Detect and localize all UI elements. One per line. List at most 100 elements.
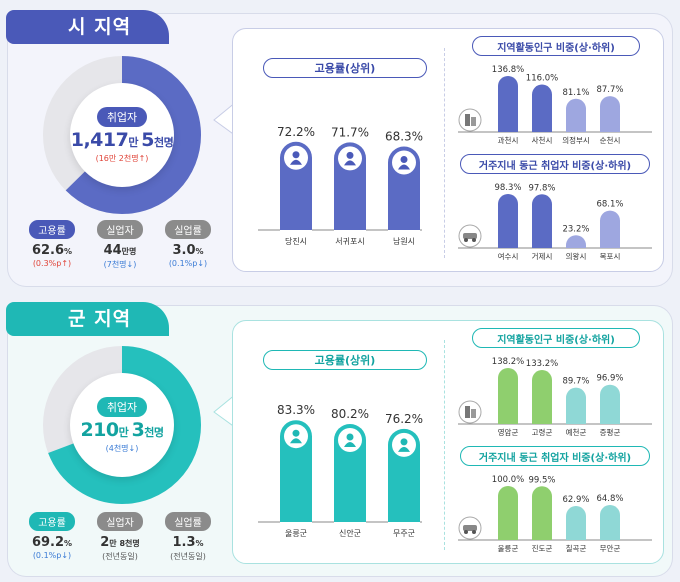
si-commute-title: 거주지내 동근 취업자 비중(상·하위) <box>460 154 650 174</box>
gun-donut-arc <box>43 346 201 504</box>
value-label: 68.1% <box>596 200 623 210</box>
stat-value: 62.6% <box>31 243 73 258</box>
person-icon-head <box>400 438 408 446</box>
category-label: 의정부시 <box>562 135 590 145</box>
si-stat-unemployment-rate: 실업률 3.0% (0.1%p↓) <box>158 220 218 270</box>
gun-divider <box>444 340 445 550</box>
gun-stat-employment-rate: 고용률 69.2% (0.1%p↓) <box>22 512 82 562</box>
value-label: 76.2% <box>385 412 423 426</box>
gun-commute-title: 거주지내 동근 취업자 비중(상·하위) <box>460 446 650 466</box>
category-label: 울릉군 <box>498 544 519 553</box>
category-label: 신안군 <box>339 528 361 538</box>
gun-callout-pointer <box>213 393 236 429</box>
person-icon-head <box>346 151 354 159</box>
stat-value: 44만명 <box>103 243 137 258</box>
gun-employed-change: (4천명↓) <box>105 443 139 453</box>
si-callout-pointer <box>213 101 236 137</box>
si-activity-chart: 136.8% 과천시 116.0% 사천시 81.1% 의정부시 87.7% 순천시 <box>458 65 652 145</box>
value-label: 96.9% <box>596 374 623 384</box>
si-commute-chart: 98.3% 여수시 97.8% 거제시 23.2% 의왕시 68.1% 목포시 <box>458 183 652 261</box>
value-label: 64.8% <box>596 494 623 504</box>
person-icon-head <box>292 151 300 159</box>
gun-activity-title: 지역활동인구 비중(상·하위) <box>472 328 640 348</box>
category-label: 사천시 <box>532 135 553 145</box>
si-donut-arc <box>43 56 201 214</box>
stat-label: 실업자 <box>97 512 143 531</box>
category-label: 과천시 <box>498 135 519 145</box>
bar <box>600 384 620 424</box>
si-donut: 취업자 1,417만 5천명 (16만 2천명↑) <box>42 55 202 215</box>
category-label: 거제시 <box>532 252 553 261</box>
bar <box>600 210 620 248</box>
stat-label: 고용률 <box>29 220 75 239</box>
si-employed-label: 취업자 <box>96 106 148 127</box>
value-label: 138.2% <box>492 357 524 367</box>
si-tab-label: 시 지역 <box>68 16 132 38</box>
bar-mask <box>280 522 312 542</box>
bar <box>566 235 586 248</box>
si-divider <box>444 48 445 258</box>
si-donut-center: 취업자 1,417만 5천명 (16만 2천명↑) <box>70 83 174 187</box>
category-label: 증평군 <box>600 427 621 437</box>
category-label: 남원시 <box>393 237 415 246</box>
bar <box>566 506 586 540</box>
category-label: 무주군 <box>393 529 415 538</box>
si-rate-title: 고용률(상위) <box>263 58 427 78</box>
bar <box>600 505 620 540</box>
stat-value: 69.2% <box>31 535 73 550</box>
si-stat-employment-rate: 고용률 62.6% (0.3%p↑) <box>22 220 82 270</box>
gun-commute-chart: 100.0% 울릉군 99.5% 진도군 62.9% 칠곡군 64.8% 무안군 <box>458 475 652 553</box>
bar <box>280 141 312 246</box>
value-label: 72.2% <box>277 125 315 139</box>
bar-mask <box>388 522 420 542</box>
bar <box>566 98 586 132</box>
bar-mask <box>388 230 420 250</box>
person-icon-body <box>290 159 302 165</box>
stat-label: 실업률 <box>165 220 211 239</box>
bar <box>532 84 552 132</box>
bar <box>334 423 366 538</box>
gun-employed-value: 210만 3천명 <box>80 418 164 441</box>
category-label: 울릉군 <box>285 529 307 538</box>
stat-value: 2만 8천명 <box>100 535 140 550</box>
bar-mask <box>334 230 366 250</box>
person-icon-body <box>344 441 356 447</box>
value-label: 81.1% <box>562 88 589 98</box>
person-icon-body <box>398 164 410 170</box>
si-activity-title: 지역활동인구 비중(상·하위) <box>472 36 640 56</box>
bar <box>566 387 586 424</box>
value-label: 83.3% <box>277 403 315 417</box>
car-icon <box>458 516 482 540</box>
building-icon <box>458 400 482 424</box>
category-label: 여수시 <box>498 251 519 261</box>
si-employed-value: 1,417만 5천명 <box>70 128 174 151</box>
value-label: 23.2% <box>562 224 589 234</box>
gun-rate-chart: 83.3% 울릉군 80.2% 신안군 76.2% 무주군 <box>258 403 423 542</box>
category-label: 칠곡군 <box>566 544 587 553</box>
bar <box>280 420 312 538</box>
value-label: 80.2% <box>331 407 369 421</box>
bar <box>600 96 620 132</box>
person-icon-body <box>344 160 356 166</box>
bar-mask <box>334 522 366 542</box>
gun-donut-ring <box>43 346 201 504</box>
person-icon-body <box>290 438 302 444</box>
gun-tab: 군 지역 <box>6 302 170 336</box>
bar <box>532 486 552 540</box>
gun-donut: 취업자 210만 3천명 (4천명↓) <box>42 345 202 505</box>
bar <box>532 194 552 248</box>
gun-stat-unemployed: 실업자 2만 8천명 (전년동일) <box>90 512 150 562</box>
gun-donut-center: 취업자 210만 3천명 (4천명↓) <box>70 373 174 477</box>
stat-value: 3.0% <box>172 243 204 258</box>
value-label: 98.3% <box>494 183 521 193</box>
category-label: 의왕시 <box>566 251 587 261</box>
gun-activity-chart: 138.2% 영암군 133.2% 고령군 89.7% 예천군 96.9% 증평군 <box>458 357 652 437</box>
bar <box>498 486 518 540</box>
si-tab: 시 지역 <box>6 10 170 44</box>
value-label: 68.3% <box>385 130 423 144</box>
value-label: 100.0% <box>492 475 524 485</box>
category-label: 무안군 <box>600 543 621 553</box>
bar <box>388 428 420 538</box>
stat-value: 1.3% <box>172 535 204 550</box>
stat-change: (0.1%p↓) <box>32 551 72 560</box>
